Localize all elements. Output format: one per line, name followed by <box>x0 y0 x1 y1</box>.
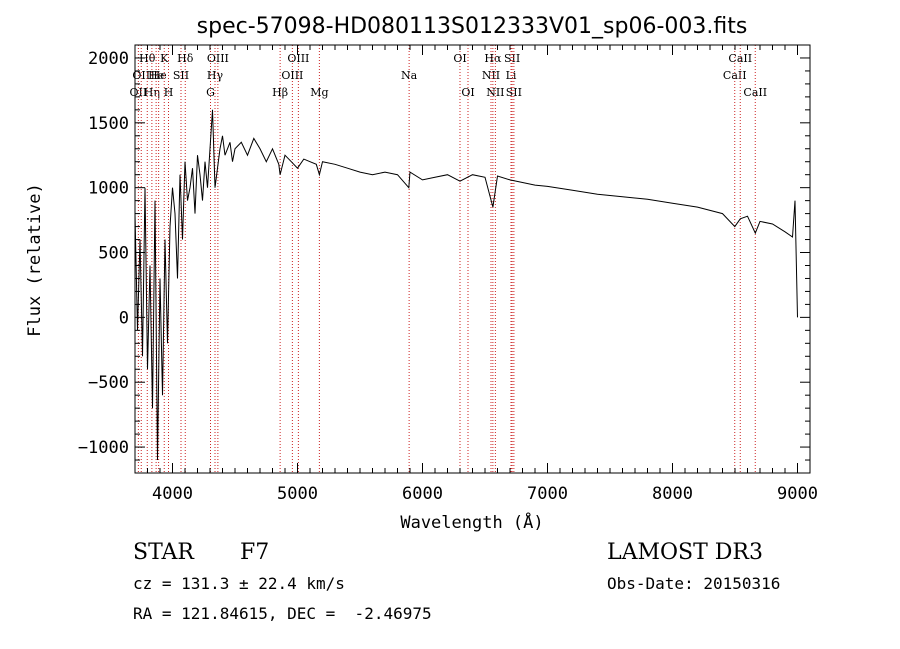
line-marker-label: OIII <box>287 52 309 65</box>
line-marker-label: Mg <box>310 86 328 99</box>
line-marker-label: H <box>164 86 174 99</box>
y-tick-label: 500 <box>98 244 129 264</box>
x-tick-label: 8000 <box>652 484 693 504</box>
line-marker-label: Hδ <box>177 52 194 65</box>
y-tick-label: −1000 <box>78 438 129 458</box>
x-tick-label: 5000 <box>277 484 318 504</box>
data-layer <box>134 109 798 461</box>
line-marker-label: CaII <box>728 52 752 65</box>
y-tick-label: 0 <box>119 308 129 328</box>
line-marker-label: OII <box>132 69 150 82</box>
chart-title: spec-57098-HD080113S012333V01_sp06-003.f… <box>197 14 748 39</box>
line-marker-label: K <box>160 52 169 65</box>
line-marker-label: NII <box>486 86 504 99</box>
y-axis-label: Flux (relative) <box>25 183 45 337</box>
line-marker-label: He <box>151 69 167 82</box>
line-marker-label: SII <box>506 86 522 99</box>
redshift-cz: cz = 131.3 ± 22.4 km/s <box>133 574 345 593</box>
line-marker-label: G <box>206 86 215 99</box>
survey-name: LAMOST DR3 <box>607 540 763 565</box>
y-tick-label: 2000 <box>88 49 129 69</box>
x-tick-label: 4000 <box>152 484 193 504</box>
line-marker-label: CaII <box>723 69 747 82</box>
x-tick-label: 9000 <box>777 484 818 504</box>
obs-date: Obs-Date: 20150316 <box>607 574 781 593</box>
x-axis-label: Wavelength (Å) <box>400 511 543 533</box>
y-tick-label: 1500 <box>88 114 129 134</box>
line-marker-label: OIII <box>207 52 229 65</box>
line-marker-label: CaII <box>743 86 767 99</box>
line-marker-label: Li <box>506 69 517 82</box>
x-tick-label: 7000 <box>527 484 568 504</box>
line-marker-label: Hα <box>484 52 502 65</box>
line-marker-label: Hγ <box>207 69 224 82</box>
y-tick-label: −500 <box>88 373 129 393</box>
line-marker-label: Hη <box>144 86 160 99</box>
object-type: STAR <box>133 540 194 565</box>
plot-frame <box>134 44 811 474</box>
line-marker-label: Hθ <box>139 52 156 65</box>
line-marker-label: SII <box>173 69 189 82</box>
spectrum-chart: spec-57098-HD080113S012333V01_sp06-003.f… <box>25 14 818 533</box>
spectral-subclass: F7 <box>240 540 270 565</box>
line-marker-label: SII <box>504 52 520 65</box>
line-marker-label: OIII <box>281 69 303 82</box>
line-marker-label: OI <box>461 86 474 99</box>
x-tick-label: 6000 <box>402 484 443 504</box>
line-marker-label: Hβ <box>272 86 288 99</box>
line-marker-label: OII <box>130 86 148 99</box>
line-marker-label: Na <box>401 69 418 82</box>
line-markers: OIIOIIHθHηHeHeKHSIIHδGHγOIIIHβOIIIOIIIMg… <box>130 45 767 473</box>
y-tick-label: 1000 <box>88 179 129 199</box>
line-marker-label: He <box>148 69 164 82</box>
coordinates: RA = 121.84615, DEC = -2.46975 <box>133 604 432 623</box>
line-marker-label: NII <box>482 69 500 82</box>
spectrum-line <box>134 109 798 461</box>
line-marker-label: OI <box>453 52 466 65</box>
axes: 4000 5000 6000 7000 8000 9000 −1000 −500 0 500 100… <box>78 44 818 504</box>
